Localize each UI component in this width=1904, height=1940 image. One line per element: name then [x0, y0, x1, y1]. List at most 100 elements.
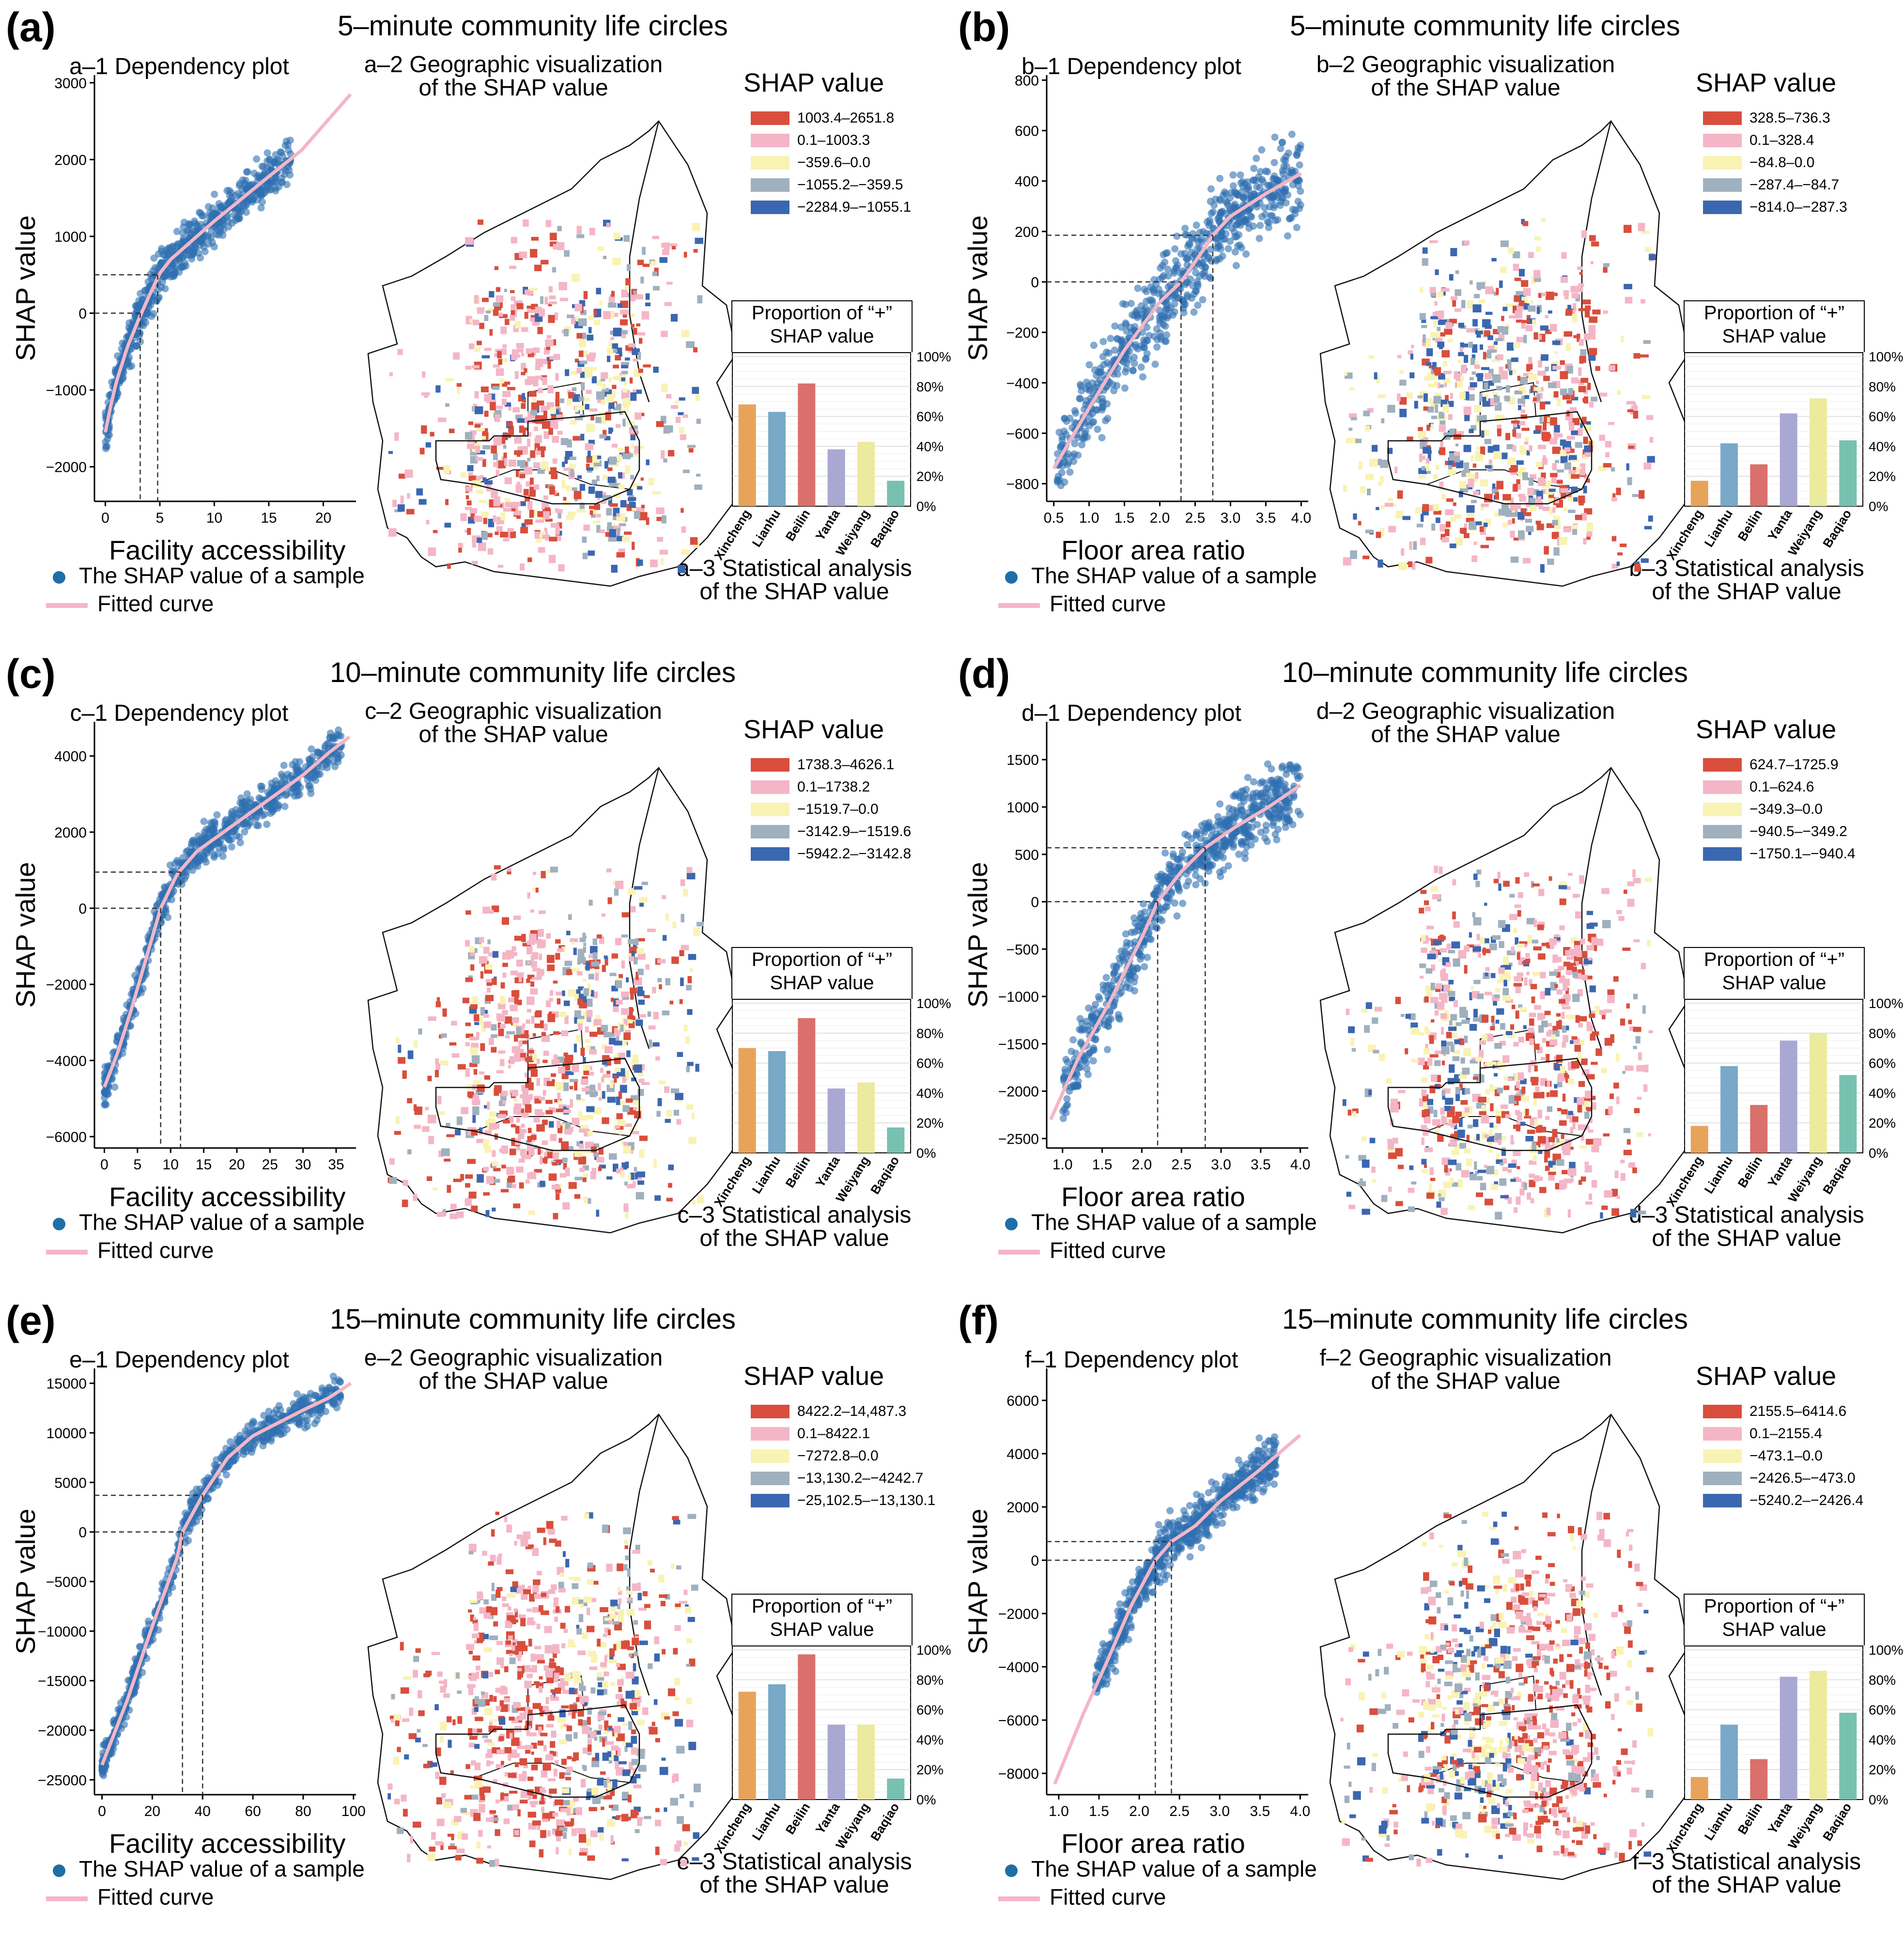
x-tick-label: 10: [163, 1157, 179, 1173]
shap-block: [638, 369, 643, 373]
shap-block: [1343, 557, 1351, 566]
shap-block: [1387, 448, 1393, 454]
proportion-header: Proportion of “+” SHAP value: [731, 300, 913, 352]
shap-block: [637, 990, 645, 996]
shap-block: [559, 530, 562, 536]
sample-point: [1113, 335, 1121, 342]
shap-block: [1432, 311, 1438, 320]
shap-block: [570, 420, 577, 425]
shap-block: [548, 315, 555, 323]
shap-block: [1423, 334, 1426, 343]
shap-block: [530, 1069, 538, 1077]
shap-block: [579, 484, 586, 491]
shap-block: [1461, 300, 1466, 309]
bar-weiyang: [857, 442, 875, 506]
y-tick-label: 400: [1015, 174, 1039, 190]
shap-block: [530, 379, 535, 385]
shap-block: [693, 927, 700, 936]
shap-block: [571, 317, 576, 325]
shap-block: [548, 427, 553, 435]
shap-block: [538, 547, 545, 553]
x-tick-label: 15: [196, 1157, 212, 1173]
sample-point: [185, 251, 193, 259]
shap-block: [553, 1213, 558, 1220]
shap-block: [1461, 364, 1467, 373]
shap-block: [502, 1100, 506, 1104]
shap-block: [588, 327, 592, 334]
shap-block: [1393, 503, 1396, 507]
shap-block: [1502, 510, 1509, 516]
shap-block: [623, 404, 629, 408]
sample-point: [1111, 346, 1118, 354]
shap-block: [534, 1011, 541, 1018]
district-border: [1581, 121, 1612, 403]
shap-block: [545, 339, 554, 347]
shap-block: [596, 513, 601, 518]
shap-block: [633, 944, 637, 948]
shap-block: [1424, 376, 1432, 381]
shap-block: [598, 1166, 602, 1171]
shap-block: [1476, 421, 1480, 425]
shap-block: [477, 537, 482, 543]
shap-block: [1464, 391, 1470, 400]
sample-point: [259, 198, 266, 206]
shap-block: [683, 1024, 688, 1031]
shap-block: [621, 912, 630, 917]
shap-block: [464, 507, 472, 510]
shap-block: [407, 493, 410, 499]
shap-block: [551, 1184, 560, 1190]
shap-block: [537, 446, 546, 451]
shap-block: [558, 1138, 562, 1143]
shap-block: [1589, 445, 1593, 452]
shap-block: [549, 537, 557, 542]
shap-block: [538, 1148, 541, 1155]
shap-block: [1512, 511, 1518, 517]
shap-block: [493, 515, 496, 523]
shap-block: [593, 1107, 602, 1115]
shap-block: [526, 946, 533, 955]
sample-point: [1173, 264, 1180, 271]
shap-block: [630, 475, 634, 480]
shap-block: [437, 1111, 445, 1115]
shap-block: [1455, 443, 1459, 447]
shap-block: [543, 495, 548, 500]
shap-block: [616, 528, 620, 536]
shap-block: [530, 909, 534, 913]
shap-block: [619, 523, 626, 527]
sample-point: [161, 285, 169, 293]
shap-block: [616, 552, 625, 558]
sample-point: [1082, 427, 1089, 435]
shap-block: [638, 446, 644, 449]
shap-block: [615, 1125, 620, 1129]
shap-block: [541, 358, 549, 364]
shap-block: [532, 952, 539, 960]
shap-block: [627, 1015, 635, 1021]
shap-block: [1589, 348, 1597, 356]
shap-block: [1365, 529, 1374, 533]
shap-block: [1545, 329, 1552, 334]
shap-block: [1528, 357, 1532, 364]
shap-block: [458, 543, 464, 548]
sample-point: [281, 803, 289, 810]
shap-block: [523, 219, 529, 227]
shap-block: [604, 1064, 608, 1067]
shap-block: [510, 290, 515, 294]
shap-block: [480, 971, 483, 979]
curve-key-label: Fitted curve: [97, 591, 214, 616]
shap-block: [588, 367, 597, 371]
shap-block: [630, 906, 636, 913]
shap-block: [578, 957, 586, 964]
shap-block: [576, 1035, 581, 1041]
shap-block: [1632, 494, 1639, 497]
shap-block: [1429, 505, 1434, 511]
shap-block: [436, 1212, 445, 1217]
shap-block: [606, 1057, 611, 1066]
shap-block: [1540, 564, 1545, 573]
shap-block: [1360, 486, 1366, 494]
shap-block: [500, 531, 509, 538]
shap-block: [1517, 494, 1525, 497]
shap-block: [1480, 479, 1488, 487]
shap-block: [574, 358, 579, 363]
shap-block: [634, 511, 640, 519]
